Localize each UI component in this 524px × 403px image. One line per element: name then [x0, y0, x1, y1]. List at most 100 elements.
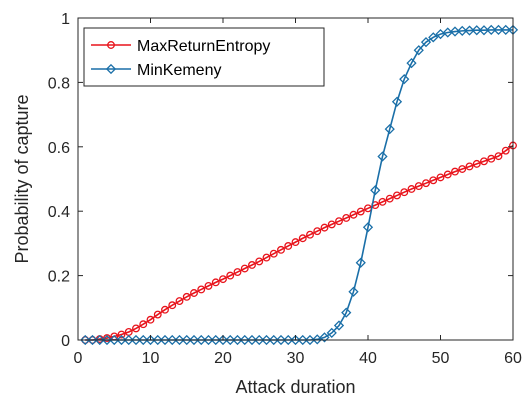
data-point-minkemeny [493, 24, 504, 36]
data-point-minkemeny [290, 334, 301, 346]
data-point-maxreturnentropy [219, 275, 227, 284]
data-point-maxreturnentropy [161, 305, 169, 314]
data-point-minkemeny [326, 327, 337, 339]
data-point-minkemeny [333, 320, 345, 331]
data-point-maxreturnentropy [182, 292, 191, 301]
data-point-maxreturnentropy [284, 242, 293, 250]
data-point-maxreturnentropy [342, 214, 351, 222]
series-line-maxreturnentropy [85, 144, 514, 341]
data-point-minkemeny [449, 26, 461, 37]
data-point-minkemeny [159, 334, 171, 346]
data-point-minkemeny [116, 334, 127, 346]
data-point-minkemeny [319, 332, 330, 343]
data-point-maxreturnentropy [132, 324, 140, 333]
data-point-minkemeny [152, 334, 163, 346]
data-point-minkemeny [123, 334, 134, 346]
x-tick-label: 50 [432, 350, 450, 367]
data-point-minkemeny [384, 123, 395, 135]
data-point-maxreturnentropy [291, 238, 300, 247]
tick-layer: 0 10 20 30 40 50 60 0 0.2 0.4 0.6 0.8 1 [48, 11, 522, 367]
data-point-maxreturnentropy [393, 191, 401, 200]
data-point-minkemeny [232, 334, 243, 346]
x-tick-label: 30 [287, 350, 305, 367]
data-point-minkemeny [225, 334, 236, 346]
data-point-minkemeny [109, 334, 120, 346]
data-point-minkemeny [254, 334, 265, 346]
y-tick-label: 0.4 [48, 204, 70, 221]
data-point-maxreturnentropy [197, 285, 206, 294]
data-point-maxreturnentropy [240, 264, 249, 273]
data-point-minkemeny [196, 334, 207, 346]
data-point-minkemeny [268, 334, 279, 346]
data-point-maxreturnentropy [422, 179, 430, 188]
data-point-minkemeny [399, 74, 410, 85]
legend-entries: MaxReturnEntropy MinKemeny [91, 38, 270, 79]
legend-marker-maxreturnentropy [107, 41, 115, 49]
data-point-minkemeny [500, 24, 511, 36]
x-tick-label: 0 [74, 350, 83, 367]
data-point-minkemeny [217, 334, 229, 346]
data-point-minkemeny [101, 334, 113, 346]
data-point-minkemeny [370, 185, 381, 196]
data-point-minkemeny [130, 334, 142, 346]
data-point-maxreturnentropy [190, 289, 198, 297]
data-point-minkemeny [355, 257, 366, 268]
data-point-maxreturnentropy [153, 310, 162, 319]
data-point-minkemeny [457, 25, 468, 36]
data-point-maxreturnentropy [335, 217, 343, 226]
data-point-maxreturnentropy [429, 176, 438, 185]
data-point-minkemeny [210, 334, 221, 346]
legend-box [83, 27, 325, 87]
y-tick-label: 0.6 [48, 140, 70, 157]
data-point-minkemeny [275, 334, 287, 346]
data-point-minkemeny [464, 25, 475, 36]
data-point-maxreturnentropy [400, 188, 409, 197]
data-point-maxreturnentropy [277, 245, 285, 254]
data-point-minkemeny [428, 32, 439, 43]
data-point-minkemeny [478, 25, 490, 36]
x-tick-label: 60 [504, 350, 522, 367]
data-point-maxreturnentropy [327, 220, 336, 229]
x-tick-label: 40 [359, 350, 377, 367]
data-point-minkemeny [174, 334, 185, 346]
data-point-maxreturnentropy [349, 210, 358, 219]
data-point-maxreturnentropy [233, 268, 242, 277]
data-point-maxreturnentropy [356, 207, 365, 216]
data-point-maxreturnentropy [451, 167, 459, 176]
data-point-maxreturnentropy [298, 234, 307, 243]
x-tick-label: 20 [214, 350, 232, 367]
data-point-maxreturnentropy [204, 281, 213, 290]
data-point-maxreturnentropy [255, 257, 264, 266]
data-point-minkemeny [420, 37, 432, 48]
data-point-minkemeny [188, 334, 200, 346]
data-point-minkemeny [471, 25, 482, 36]
data-point-maxreturnentropy [472, 159, 481, 168]
data-point-minkemeny [377, 151, 388, 162]
data-point-minkemeny [362, 222, 374, 233]
data-point-minkemeny [203, 334, 214, 346]
data-point-maxreturnentropy [211, 278, 220, 287]
data-point-minkemeny [304, 334, 316, 346]
data-point-maxreturnentropy [487, 154, 496, 163]
data-point-minkemeny [413, 45, 424, 56]
data-point-maxreturnentropy [443, 170, 452, 179]
data-point-maxreturnentropy [168, 301, 177, 310]
y-tick-label: 0.8 [48, 75, 70, 92]
data-point-maxreturnentropy [226, 271, 235, 280]
data-point-minkemeny [145, 334, 156, 346]
y-axis-title: Probability of capture [12, 94, 32, 263]
data-point-maxreturnentropy [458, 165, 467, 173]
data-point-maxreturnentropy [248, 261, 256, 269]
data-point-maxreturnentropy [175, 297, 184, 305]
data-point-maxreturnentropy [385, 194, 394, 203]
data-point-maxreturnentropy [414, 182, 423, 191]
data-point-minkemeny [239, 334, 250, 346]
data-point-maxreturnentropy [320, 223, 329, 232]
x-axis-title: Attack duration [235, 377, 355, 397]
data-point-minkemeny [87, 334, 98, 346]
y-tick-label: 1 [61, 11, 70, 28]
data-point-maxreturnentropy [117, 330, 126, 339]
data-point-maxreturnentropy [139, 320, 148, 329]
legend: MaxReturnEntropy MinKemeny [83, 27, 325, 87]
